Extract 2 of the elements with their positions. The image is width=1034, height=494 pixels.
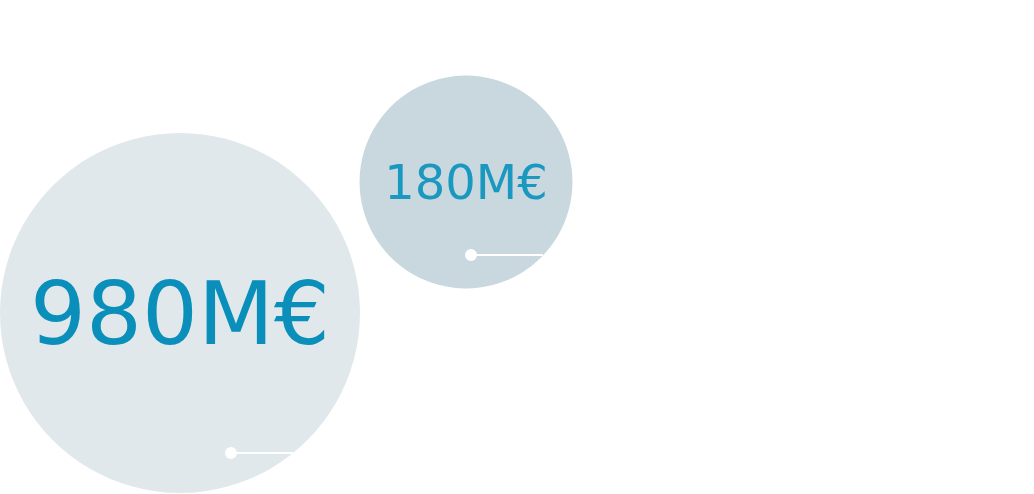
data-label: 180M€ xyxy=(384,154,548,210)
data-label: 980M€ xyxy=(30,261,330,365)
